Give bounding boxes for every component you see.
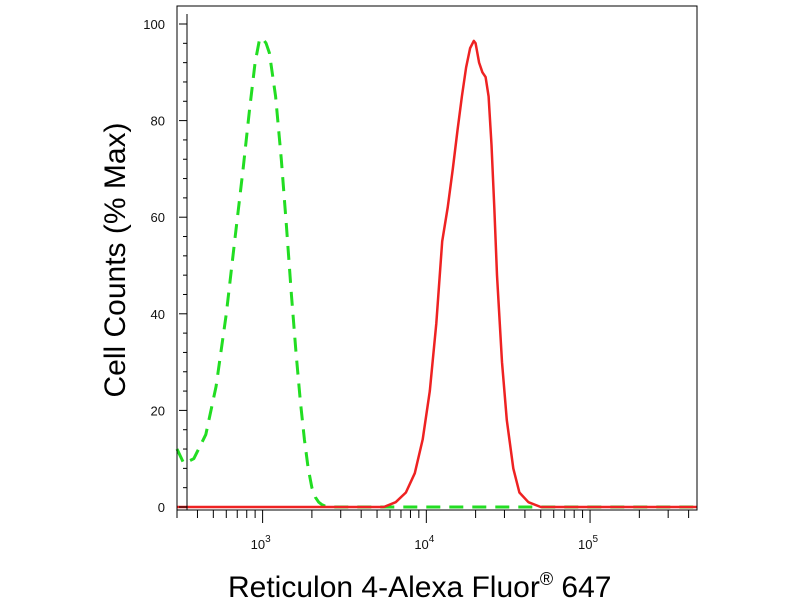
- x-axis-title-registered-mark: ®: [540, 569, 553, 589]
- x-tick-label: 104: [414, 534, 434, 552]
- y-tick-label: 100: [143, 17, 165, 32]
- x-tick-base: 10: [251, 537, 265, 552]
- x-axis: 103 104 105: [176, 509, 697, 552]
- y-tick-label: 20: [151, 403, 165, 418]
- y-tick-label: 0: [158, 500, 165, 515]
- histogram-series-2: [177, 39, 697, 509]
- x-axis-title: Reticulon 4-Alexa Fluor® 647: [228, 569, 611, 600]
- x-tick-base: 10: [578, 537, 592, 552]
- x-tick-base: 10: [414, 537, 428, 552]
- x-axis-title-main: Reticulon 4-Alexa Fluor: [228, 571, 540, 600]
- y-tick-label: 80: [151, 114, 165, 129]
- x-tick-exponent: 4: [429, 534, 435, 545]
- y-tick-label: 60: [151, 210, 165, 225]
- x-tick-label: 103: [251, 534, 271, 552]
- x-tick-label: 105: [578, 534, 598, 552]
- y-tick-label: 40: [151, 307, 165, 322]
- y-axis-title: Cell Counts (% Max): [99, 122, 132, 397]
- series-layer: [175, 37, 697, 509]
- x-axis-title-tail: 647: [553, 571, 611, 600]
- y-axis: 0 20 40 60 80 100: [143, 14, 188, 515]
- x-tick-exponent: 5: [593, 534, 599, 545]
- x-tick-exponent: 3: [265, 534, 271, 545]
